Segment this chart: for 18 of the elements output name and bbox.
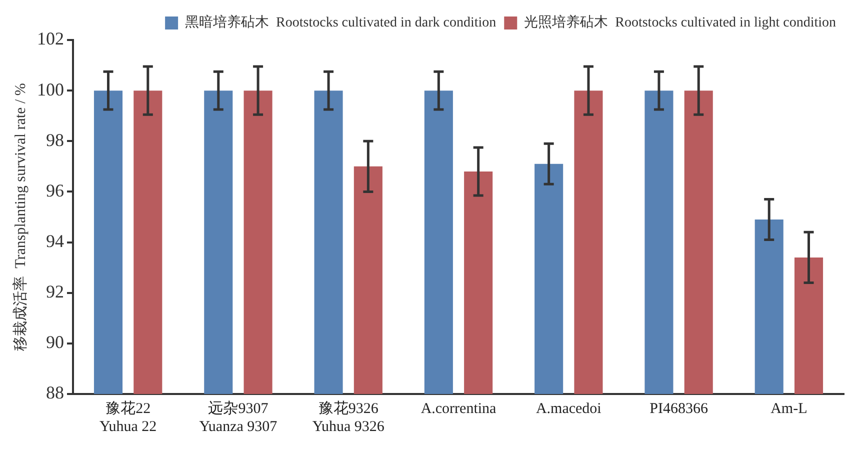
x-tick-label: Am-L — [770, 400, 808, 417]
legend-label: 黑暗培养砧木 Rootstocks cultivated in dark condition — [185, 14, 496, 31]
x-tick-label: 豫花22 Yuhua 22 — [100, 400, 157, 435]
x-tick-label: A.correntina — [420, 400, 497, 417]
y-tick-label: 94 — [46, 231, 64, 252]
y-tick-label: 96 — [46, 180, 64, 200]
x-tick-label: PI468366 — [650, 400, 708, 417]
y-tick-label: 102 — [37, 28, 64, 49]
x-tick-label: A.macedoi — [536, 400, 602, 417]
y-tick-label: 98 — [46, 130, 64, 150]
x-tick-label: 豫花9326 Yuhua 9326 — [312, 400, 385, 435]
x-tick-label: 远杂9307 Yuanza 9307 — [199, 400, 278, 435]
legend-label: 光照培养砧木 Rootstocks cultivated in light condition — [524, 14, 836, 31]
y-tick-label: 88 — [46, 382, 64, 403]
y-tick-label: 90 — [46, 332, 64, 352]
y-axis-title: 移栽成活率 Transplanting survival rate / % — [12, 83, 29, 351]
y-tick-label: 92 — [46, 282, 64, 302]
y-tick-label: 100 — [37, 79, 64, 100]
